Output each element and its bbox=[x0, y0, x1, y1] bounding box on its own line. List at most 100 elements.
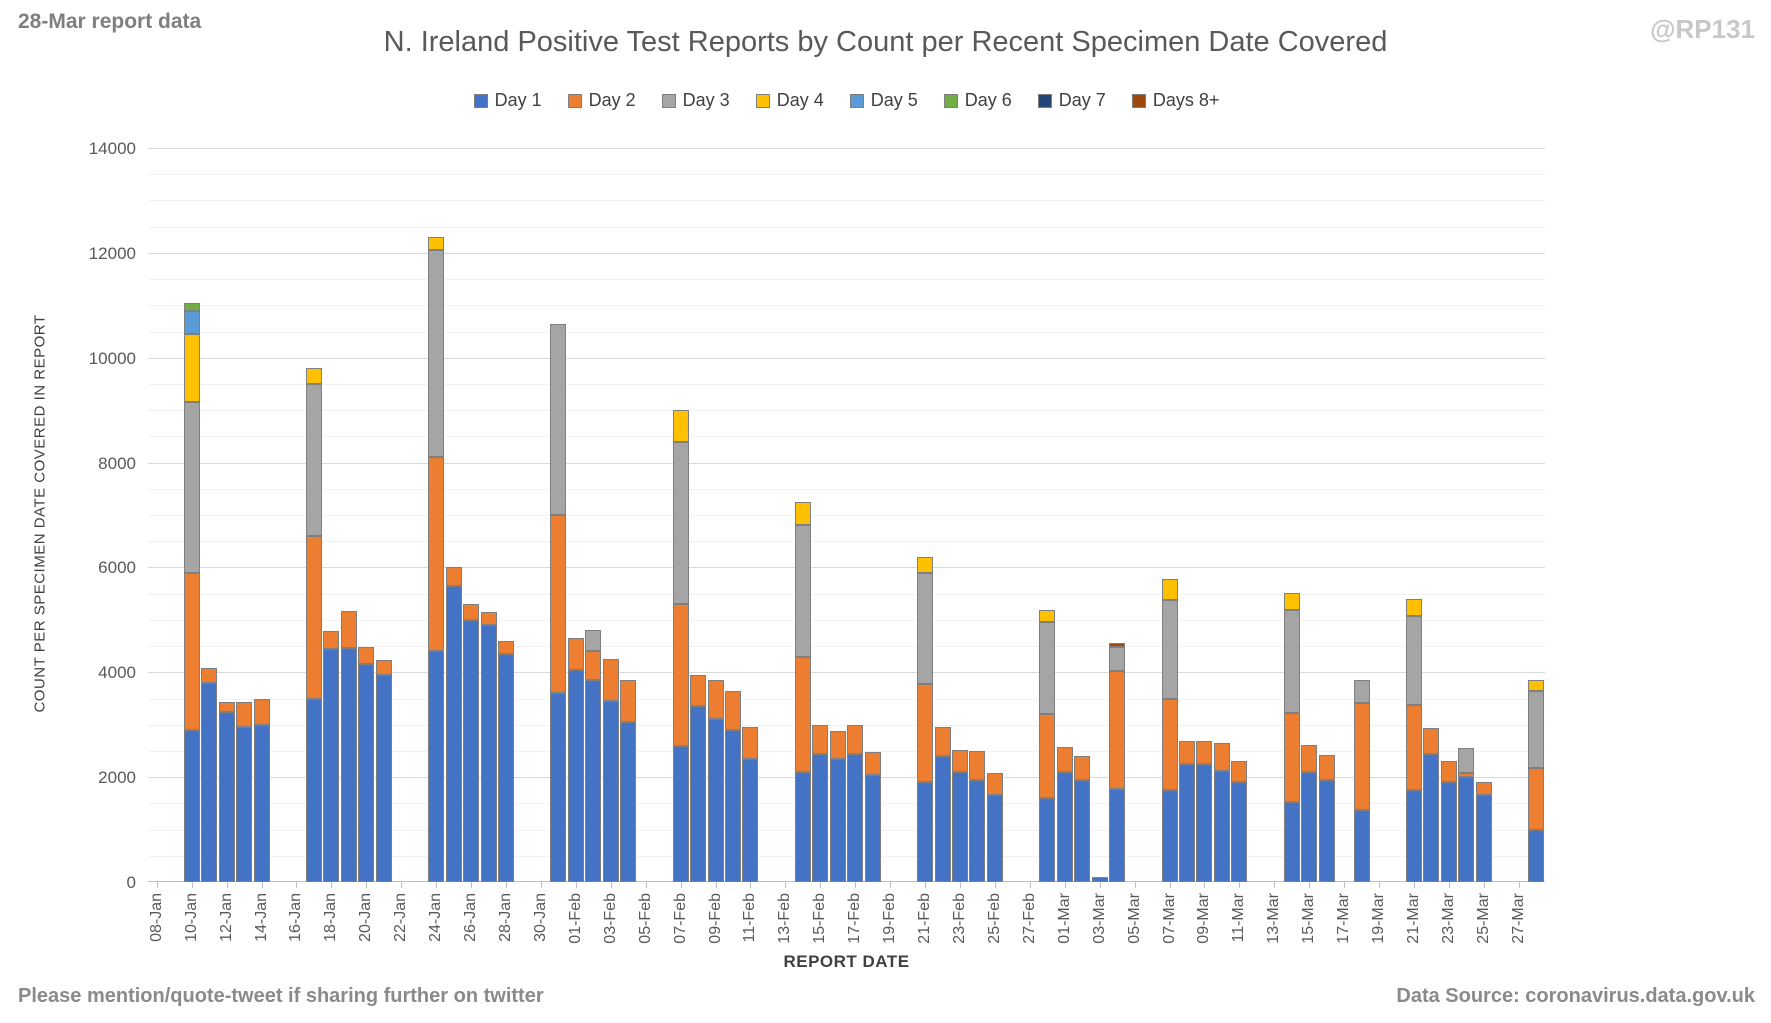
bar-segment-28-feb-day-1 bbox=[1039, 798, 1055, 882]
bar-segment-21-mar-day-1 bbox=[1406, 790, 1422, 882]
x-tick-label: 26-Jan bbox=[462, 893, 479, 942]
bar-segment-02-mar-day-2 bbox=[1074, 756, 1090, 780]
x-tick-label: 18-Jan bbox=[322, 893, 339, 942]
bar-segment-28-feb-day-2 bbox=[1039, 714, 1055, 798]
x-tick-label: 05-Mar bbox=[1126, 893, 1143, 944]
bar-segment-25-mar-day-2 bbox=[1476, 782, 1492, 795]
gridline-minor bbox=[148, 226, 1545, 228]
gridline-major bbox=[148, 777, 1545, 779]
bar-segment-07-mar-day-3 bbox=[1162, 600, 1178, 699]
legend-swatch-icon bbox=[849, 93, 864, 108]
x-tick-label: 27-Mar bbox=[1510, 893, 1527, 944]
legend-label: Day 7 bbox=[1058, 90, 1106, 110]
x-tick-label: 28-Jan bbox=[497, 893, 514, 942]
x-tick-mark bbox=[716, 882, 717, 888]
y-tick-label: 6000 bbox=[98, 558, 136, 578]
bar-segment-09-mar-day-2 bbox=[1196, 741, 1212, 764]
x-tick-mark bbox=[890, 882, 891, 888]
x-tick-label: 19-Mar bbox=[1370, 893, 1387, 944]
bar-segment-24-mar-day-3 bbox=[1458, 748, 1474, 773]
y-tick-label: 2000 bbox=[98, 768, 136, 788]
legend-label: Days 8+ bbox=[1152, 90, 1220, 110]
legend-swatch-icon bbox=[755, 93, 770, 108]
gridline-minor bbox=[148, 200, 1545, 202]
gridline-minor bbox=[148, 383, 1545, 385]
y-tick-label: 4000 bbox=[98, 663, 136, 683]
x-tick-label: 13-Feb bbox=[776, 893, 793, 944]
x-tick-label: 03-Feb bbox=[602, 893, 619, 944]
bar-segment-01-mar-day-2 bbox=[1057, 747, 1073, 772]
x-tick-label: 23-Feb bbox=[951, 893, 968, 944]
legend-swatch-icon bbox=[1037, 93, 1052, 108]
x-tick-label: 03-Mar bbox=[1091, 893, 1108, 944]
legend-label: Day 6 bbox=[964, 90, 1012, 110]
x-tick-mark bbox=[1309, 882, 1310, 888]
bar-segment-15-feb-day-1 bbox=[812, 754, 828, 882]
bar-segment-18-feb-day-1 bbox=[865, 775, 881, 882]
x-tick-mark bbox=[681, 882, 682, 888]
y-tick-label: 10000 bbox=[88, 348, 136, 368]
gridline-major bbox=[148, 672, 1545, 674]
x-tick-mark bbox=[1519, 882, 1520, 888]
gridline-major bbox=[148, 252, 1545, 254]
bar-segment-21-jan-day-2 bbox=[376, 660, 392, 675]
x-tick-label: 17-Mar bbox=[1335, 893, 1352, 944]
bar-segment-21-feb-day-3 bbox=[917, 573, 933, 684]
gridline-minor bbox=[148, 488, 1545, 490]
bar-segment-18-jan-day-1 bbox=[323, 649, 339, 882]
gridline-minor bbox=[148, 829, 1545, 831]
x-tick-label: 17-Feb bbox=[846, 893, 863, 944]
x-tick-mark bbox=[192, 882, 193, 888]
bar-segment-07-mar-day-1 bbox=[1162, 790, 1178, 882]
x-tick-mark bbox=[855, 882, 856, 888]
x-tick-label: 07-Mar bbox=[1161, 893, 1178, 944]
bar-segment-20-jan-day-2 bbox=[358, 647, 374, 664]
bar-segment-04-mar-day-2 bbox=[1109, 671, 1125, 789]
x-tick-mark bbox=[296, 882, 297, 888]
bar-segment-08-feb-day-2 bbox=[690, 675, 706, 706]
x-tick-mark bbox=[995, 882, 996, 888]
bar-segment-10-jan-day-1 bbox=[184, 730, 200, 882]
bar-segment-24-jan-day-4 bbox=[428, 237, 444, 250]
x-tick-label: 21-Feb bbox=[916, 893, 933, 944]
x-tick-mark bbox=[576, 882, 577, 888]
bar-segment-25-feb-day-1 bbox=[987, 795, 1003, 882]
bar-segment-23-feb-day-2 bbox=[952, 750, 968, 772]
bar-segment-14-mar-day-4 bbox=[1284, 593, 1300, 610]
bar-segment-17-jan-day-3 bbox=[306, 384, 322, 536]
x-tick-label: 07-Feb bbox=[672, 893, 689, 944]
legend-swatch-icon bbox=[473, 93, 488, 108]
bar-segment-11-feb-day-2 bbox=[742, 727, 758, 759]
x-tick-label: 23-Mar bbox=[1440, 893, 1457, 944]
bar-segment-08-mar-day-1 bbox=[1179, 764, 1195, 882]
bar-segment-09-mar-day-1 bbox=[1196, 764, 1212, 882]
bar-segment-31-jan-day-2 bbox=[550, 515, 566, 693]
bar-segment-04-mar-day-3 bbox=[1109, 647, 1125, 671]
bar-segment-20-jan-day-1 bbox=[358, 664, 374, 882]
bar-segment-21-mar-day-3 bbox=[1406, 616, 1422, 705]
bar-segment-27-jan-day-2 bbox=[481, 612, 497, 625]
bar-segment-03-feb-day-2 bbox=[603, 659, 619, 701]
bar-segment-14-feb-day-1 bbox=[795, 772, 811, 882]
bar-segment-04-mar-days-8- bbox=[1109, 643, 1125, 647]
bar-segment-28-mar-day-1 bbox=[1528, 830, 1544, 882]
bar-segment-10-jan-day-2 bbox=[184, 573, 200, 730]
y-tick-label: 8000 bbox=[98, 453, 136, 473]
bar-segment-03-feb-day-1 bbox=[603, 701, 619, 882]
legend-item-day-4: Day 4 bbox=[755, 90, 824, 111]
bar-segment-27-jan-day-1 bbox=[481, 625, 497, 882]
bar-segment-25-jan-day-2 bbox=[446, 567, 462, 586]
x-tick-label: 22-Jan bbox=[392, 893, 409, 942]
bar-segment-04-feb-day-1 bbox=[620, 722, 636, 882]
legend-swatch-icon bbox=[661, 93, 676, 108]
bar-segment-18-mar-day-3 bbox=[1354, 680, 1370, 703]
legend-item-day-6: Day 6 bbox=[943, 90, 1012, 111]
gridline-minor bbox=[148, 803, 1545, 805]
x-tick-mark bbox=[1449, 882, 1450, 888]
bar-segment-01-feb-day-1 bbox=[568, 670, 584, 882]
x-tick-mark bbox=[1100, 882, 1101, 888]
x-tick-label: 08-Jan bbox=[148, 893, 165, 942]
legend: Day 1 Day 2 Day 3 Day 4 Day 5 Day 6 Day 7 Days … bbox=[148, 90, 1545, 111]
x-tick-label: 14-Jan bbox=[253, 893, 270, 942]
